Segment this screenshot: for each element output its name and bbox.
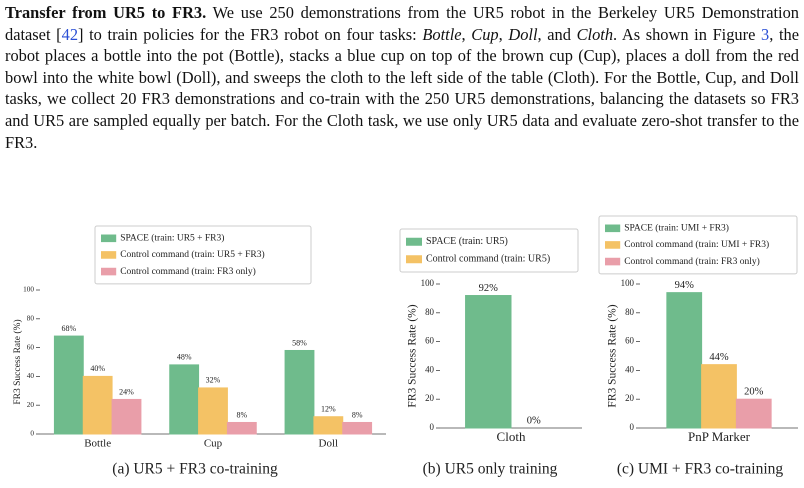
value-label: 68%: [61, 324, 76, 333]
y-tick-label: 20: [27, 401, 35, 409]
value-label: 8%: [352, 410, 363, 419]
chart: 0 20 40 60 80 100 FR3 Success Rate (%) PnP Mark…: [598, 215, 798, 478]
y-tick-label: 80: [425, 307, 434, 317]
value-label: 92%: [479, 283, 499, 294]
bar: [111, 398, 142, 435]
y-tick-label: 20: [425, 393, 434, 403]
bar: [169, 364, 200, 435]
bar: [284, 349, 315, 435]
value-label: 0%: [527, 415, 541, 426]
y-axis-label: FR3 Success Rate (%): [12, 319, 23, 404]
text-run: ,: [461, 24, 472, 44]
bar: [701, 364, 737, 429]
legend-label: Control command (train: UR5 + FR3): [120, 249, 264, 260]
legend-box: [94, 225, 312, 285]
y-tick-label: 0: [30, 430, 34, 438]
legend-swatch: [101, 251, 117, 259]
y-tick-label: 80: [625, 307, 634, 317]
value-label: 20%: [744, 387, 764, 398]
value-label: 48%: [177, 353, 192, 362]
italic-text: Bottle: [422, 24, 462, 44]
bar: [666, 292, 703, 429]
y-tick-label: 0: [630, 422, 635, 432]
x-tick-label: Bottle: [84, 438, 111, 450]
legend-box: [399, 228, 579, 273]
legend-swatch: [406, 255, 422, 264]
text-run: , and: [537, 24, 577, 44]
chart: 0 20 40 60 80 100 FR3 Success Rate (%) Bottle 68…: [12, 225, 386, 478]
legend-label: SPACE (train: UR5): [426, 236, 508, 247]
value-label: 94%: [675, 280, 695, 291]
value-label: 58%: [292, 338, 307, 347]
value-label: 32%: [206, 376, 221, 385]
value-label: 24%: [119, 387, 134, 396]
y-axis-label: FR3 Success Rate (%): [406, 304, 418, 407]
chart: 0 20 40 60 80 100 FR3 Success Rate (%) Cloth 92%…: [399, 228, 582, 478]
value-label: 8%: [236, 410, 247, 419]
caption: (b) UR5 only training: [423, 461, 558, 478]
legend-swatch: [101, 234, 117, 243]
bar: [313, 416, 344, 435]
text-run: We use 250 demonstrations from the UR5 r…: [5, 3, 799, 44]
x-tick-label: Cloth: [497, 429, 526, 444]
link-text[interactable]: 42: [61, 24, 79, 44]
bar: [735, 398, 772, 429]
y-tick-label: 60: [625, 336, 634, 346]
y-tick-label: 60: [425, 336, 434, 346]
legend-box: [598, 215, 798, 275]
legend-swatch: [605, 241, 621, 249]
legend-swatch: [406, 237, 422, 246]
value-label: 12%: [321, 405, 336, 414]
legend-label: SPACE (train: UMI + FR3): [624, 223, 729, 234]
y-tick-label: 80: [27, 314, 35, 322]
legend-swatch: [101, 267, 117, 276]
link-text[interactable]: 3: [761, 24, 770, 44]
caption: (a) UR5 + FR3 co-training: [112, 461, 278, 478]
y-axis-label: FR3 Success Rate (%): [606, 304, 618, 407]
y-tick-label: 100: [23, 286, 34, 294]
y-tick-label: 40: [27, 372, 35, 380]
y-tick-label: 100: [621, 278, 635, 288]
bar: [198, 387, 228, 435]
caption: (c) UMI + FR3 co-training: [617, 461, 784, 478]
legend-swatch: [605, 224, 621, 233]
legend-label: Control command (train: FR3 only): [120, 266, 256, 277]
legend-label: Control command (train: FR3 only): [624, 256, 760, 267]
y-tick-label: 0: [430, 422, 435, 432]
italic-text: Cup: [471, 24, 499, 44]
text-run: ,: [498, 24, 509, 44]
legend-label: Control command (train: UMI + FR3): [624, 239, 769, 250]
legend-swatch: [605, 257, 621, 266]
y-tick-label: 60: [27, 343, 35, 351]
y-tick-label: 100: [421, 278, 435, 288]
value-label: 40%: [90, 364, 105, 373]
legend-label: SPACE (train: UR5 + FR3): [120, 233, 224, 244]
text-run: ] to train policies for the FR3 robot on…: [78, 24, 423, 44]
text-run: , the robot places a bottle into the pot…: [5, 24, 799, 152]
bar: [342, 421, 373, 435]
text-run: . As shown in Figure: [613, 24, 762, 44]
bar: [465, 295, 512, 429]
x-tick-label: PnP Marker: [688, 429, 751, 444]
y-tick-label: 40: [425, 364, 434, 374]
x-tick-label: Doll: [319, 438, 339, 450]
bar: [53, 335, 84, 435]
bold-text: Transfer from UR5 to FR3.: [5, 3, 207, 22]
value-label: 44%: [709, 352, 729, 363]
x-tick-label: Cup: [204, 438, 223, 450]
italic-text: Cloth: [576, 24, 614, 44]
bar: [82, 375, 113, 435]
y-tick-label: 40: [625, 364, 634, 374]
legend-label: Control command (train: UR5): [426, 254, 550, 265]
y-tick-label: 20: [625, 393, 634, 403]
paragraph: Transfer from UR5 to FR3. We use 250 dem…: [5, 2, 799, 153]
italic-text: Doll: [508, 24, 538, 44]
bar: [226, 421, 257, 435]
